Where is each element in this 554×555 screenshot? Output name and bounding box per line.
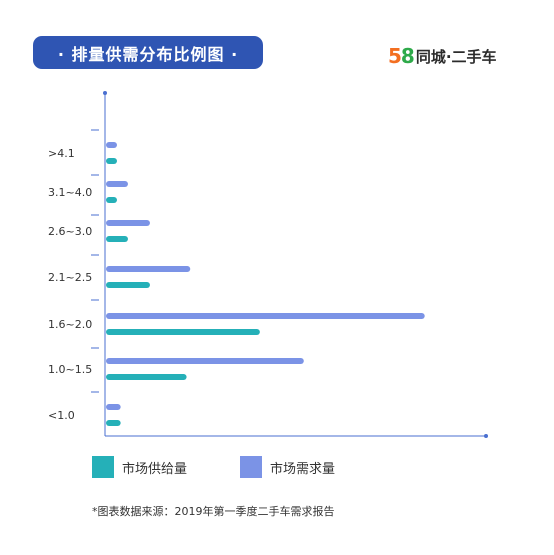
- bar-demand: [106, 358, 304, 364]
- source-footnote: *图表数据来源：2019年第一季度二手车需求报告: [92, 505, 335, 518]
- y-tick-label: 1.0~1.5: [48, 363, 92, 376]
- legend-item-supply: 市场供给量: [92, 456, 187, 478]
- legend-label-demand: 市场需求量: [270, 461, 336, 477]
- y-tick-label: >4.1: [48, 147, 75, 160]
- bar-supply: [106, 236, 128, 242]
- brand-logo-text: 同城·二手车: [415, 47, 497, 66]
- bar-demand: [106, 181, 128, 187]
- brand-logo: 58 同城·二手车: [388, 43, 497, 69]
- bar-supply: [106, 374, 187, 380]
- bar-supply: [106, 329, 260, 335]
- y-tick-label: 2.1~2.5: [48, 271, 92, 284]
- y-tick-label: 3.1~4.0: [48, 186, 92, 199]
- bar-demand: [106, 404, 121, 410]
- legend-item-demand: 市场需求量: [240, 456, 335, 478]
- y-tick-label: 2.6~3.0: [48, 225, 92, 238]
- brand-logo-number: 58: [388, 44, 415, 68]
- bar-supply: [106, 197, 117, 203]
- bar-demand: [106, 220, 150, 226]
- bar-supply: [106, 158, 117, 164]
- bar-demand: [106, 313, 425, 319]
- chart-title: · 排量供需分布比例图 ·: [57, 44, 239, 64]
- chart-title-badge: · 排量供需分布比例图 ·: [33, 36, 263, 69]
- x-axis-end-dot: [484, 434, 488, 438]
- bar-supply: [106, 282, 150, 288]
- legend-label-supply: 市场供给量: [122, 461, 188, 477]
- bar-supply: [106, 420, 121, 426]
- bar-demand: [106, 142, 117, 148]
- legend-swatch-supply: [92, 456, 114, 478]
- legend-swatch-demand: [240, 456, 262, 478]
- y-tick-label: 1.6~2.0: [48, 318, 92, 331]
- bar-demand: [106, 266, 191, 272]
- y-axis-end-dot: [103, 91, 107, 95]
- y-tick-label: <1.0: [48, 409, 75, 422]
